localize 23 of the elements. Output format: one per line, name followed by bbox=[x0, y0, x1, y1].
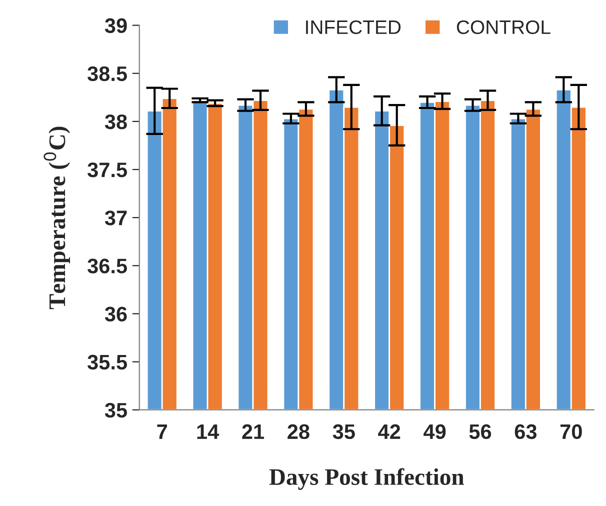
x-tick-label: 21 bbox=[242, 424, 264, 439]
x-tick-label: 63 bbox=[514, 424, 537, 440]
y-tick-label: 36 bbox=[104, 306, 127, 322]
y-axis-title: Temperature ($^{0}$C) bbox=[44, 126, 70, 310]
legend-label: CONTROL bbox=[456, 20, 550, 34]
x-tick-label: 7 bbox=[157, 424, 167, 439]
y-tick-label: 38.5 bbox=[88, 66, 127, 82]
y-tick-label: 36.5 bbox=[88, 258, 127, 274]
y-tick-label: 35 bbox=[104, 402, 127, 418]
x-tick-label: 70 bbox=[560, 424, 582, 440]
x-tick-label: 14 bbox=[197, 424, 220, 439]
x-tick-label: 28 bbox=[288, 424, 310, 440]
x-tick-label: 35 bbox=[332, 424, 355, 440]
y-tick-label: 38 bbox=[104, 114, 127, 130]
y-tick-label: 37.5 bbox=[88, 162, 127, 178]
x-tick-label: 49 bbox=[424, 424, 446, 440]
y-tick-label: 37 bbox=[104, 210, 127, 226]
x-tick-label: 42 bbox=[378, 424, 400, 439]
x-axis-title: Days Post Infection bbox=[269, 468, 464, 490]
legend-label: INFECTED bbox=[306, 20, 401, 34]
x-tick-label: 56 bbox=[469, 424, 492, 440]
y-tick-label: 35.5 bbox=[88, 354, 127, 370]
y-tick-label: 39 bbox=[104, 18, 127, 34]
